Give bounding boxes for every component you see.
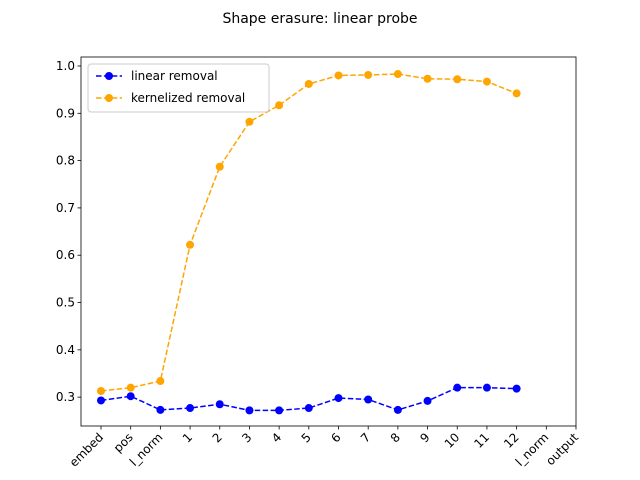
point (453, 383, 462, 392)
point (334, 71, 343, 80)
point (126, 383, 135, 392)
point (156, 405, 165, 414)
point (364, 70, 373, 79)
point (215, 162, 224, 171)
point (186, 404, 195, 413)
legend-marker (105, 94, 113, 102)
point (245, 117, 254, 126)
point (482, 77, 491, 86)
point (275, 101, 284, 110)
y-tick-label: 0.8 (56, 154, 75, 168)
y-tick-label: 0.6 (56, 248, 75, 262)
plot-area (80, 56, 577, 427)
point (97, 396, 105, 405)
legend-marker (105, 72, 113, 80)
point (423, 74, 432, 83)
series-line (100, 386, 517, 412)
point (126, 392, 135, 401)
point (215, 400, 224, 409)
y-tick-label: 0.7 (56, 201, 75, 215)
y-tick-label: 0.4 (56, 343, 75, 357)
point (423, 396, 432, 405)
point (393, 405, 402, 414)
point (482, 383, 491, 392)
point (97, 386, 105, 395)
point (186, 240, 195, 249)
point (245, 406, 254, 415)
point (334, 394, 343, 403)
point (393, 70, 402, 79)
point (156, 377, 165, 386)
point (453, 75, 462, 84)
point (512, 89, 521, 98)
point (275, 406, 284, 415)
point (304, 404, 313, 413)
legend-label: linear removal (131, 69, 218, 83)
point (304, 79, 313, 88)
y-tick-label: 0.9 (56, 106, 75, 120)
y-tick-label: 0.3 (56, 390, 75, 404)
point (364, 395, 373, 404)
legend-label: kernelized removal (131, 91, 245, 105)
y-tick-label: 0.5 (56, 296, 75, 310)
chart-title: Shape erasure: linear probe (222, 11, 417, 27)
y-tick-label: 1.0 (56, 59, 75, 73)
legend (87, 63, 270, 113)
point (512, 384, 521, 393)
